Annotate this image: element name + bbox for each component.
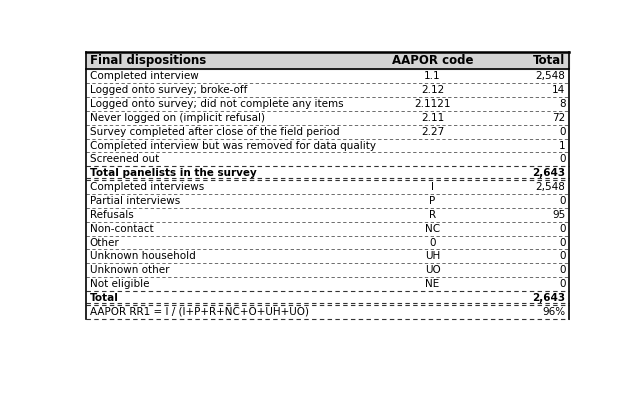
Text: 14: 14 <box>552 85 566 95</box>
Text: Total: Total <box>89 293 118 303</box>
Text: 0: 0 <box>429 238 436 248</box>
Text: Unknown other: Unknown other <box>89 265 169 275</box>
Text: Screened out: Screened out <box>89 154 159 164</box>
Text: AAPOR RR1 = I / (I+P+R+NC+O+UH+UO): AAPOR RR1 = I / (I+P+R+NC+O+UH+UO) <box>89 307 309 317</box>
Text: 1.1: 1.1 <box>424 71 441 81</box>
Text: 0: 0 <box>559 279 566 289</box>
Text: 95: 95 <box>552 210 566 220</box>
Text: 96%: 96% <box>543 307 566 317</box>
Text: Completed interviews: Completed interviews <box>89 182 204 192</box>
Text: UH: UH <box>425 251 440 261</box>
Text: NE: NE <box>426 279 440 289</box>
Text: 0: 0 <box>559 251 566 261</box>
Text: Total: Total <box>533 54 566 67</box>
Text: P: P <box>429 196 436 206</box>
Text: Never logged on (implicit refusal): Never logged on (implicit refusal) <box>89 113 265 123</box>
Text: 0: 0 <box>559 224 566 234</box>
Text: 0: 0 <box>559 196 566 206</box>
Text: NC: NC <box>425 224 440 234</box>
Text: Total panelists in the survey: Total panelists in the survey <box>89 168 256 178</box>
Text: R: R <box>429 210 436 220</box>
Text: 2.12: 2.12 <box>421 85 444 95</box>
Text: 0: 0 <box>559 265 566 275</box>
Text: 2.11: 2.11 <box>421 113 444 123</box>
Text: AAPOR code: AAPOR code <box>392 54 473 67</box>
Text: Non-contact: Non-contact <box>89 224 153 234</box>
Text: Final dispositions: Final dispositions <box>89 54 206 67</box>
Text: Logged onto survey; did not complete any items: Logged onto survey; did not complete any… <box>89 99 343 109</box>
Text: Refusals: Refusals <box>89 210 134 220</box>
Text: 0: 0 <box>559 154 566 164</box>
Bar <box>86 53 569 69</box>
Text: Logged onto survey; broke-off: Logged onto survey; broke-off <box>89 85 247 95</box>
Text: 1: 1 <box>559 141 566 151</box>
Text: Survey completed after close of the field period: Survey completed after close of the fiel… <box>89 126 339 137</box>
Text: 8: 8 <box>559 99 566 109</box>
Text: UO: UO <box>425 265 440 275</box>
Text: Not eligible: Not eligible <box>89 279 149 289</box>
Text: 0: 0 <box>559 126 566 137</box>
Text: 72: 72 <box>552 113 566 123</box>
Text: 2,643: 2,643 <box>532 168 566 178</box>
Text: Completed interview: Completed interview <box>89 71 198 81</box>
Text: Partial interviews: Partial interviews <box>89 196 180 206</box>
Text: 2,548: 2,548 <box>535 71 566 81</box>
Text: Other: Other <box>89 238 119 248</box>
Text: Unknown household: Unknown household <box>89 251 196 261</box>
Text: 2,643: 2,643 <box>532 293 566 303</box>
Text: 2.27: 2.27 <box>421 126 444 137</box>
Text: I: I <box>431 182 434 192</box>
Text: 2,548: 2,548 <box>535 182 566 192</box>
Text: Completed interview but was removed for data quality: Completed interview but was removed for … <box>89 141 376 151</box>
Text: 0: 0 <box>559 238 566 248</box>
Text: 2.1121: 2.1121 <box>414 99 450 109</box>
